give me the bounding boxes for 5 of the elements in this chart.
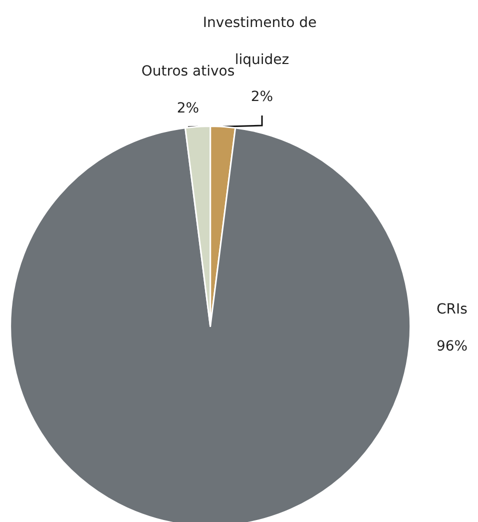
slice-label: Outros ativos (141, 64, 235, 80)
slice-label: CRIs (436, 302, 468, 318)
data-label: 96% (436, 338, 468, 354)
data-label: 2% (250, 89, 274, 105)
data-label: 2% (176, 100, 200, 116)
